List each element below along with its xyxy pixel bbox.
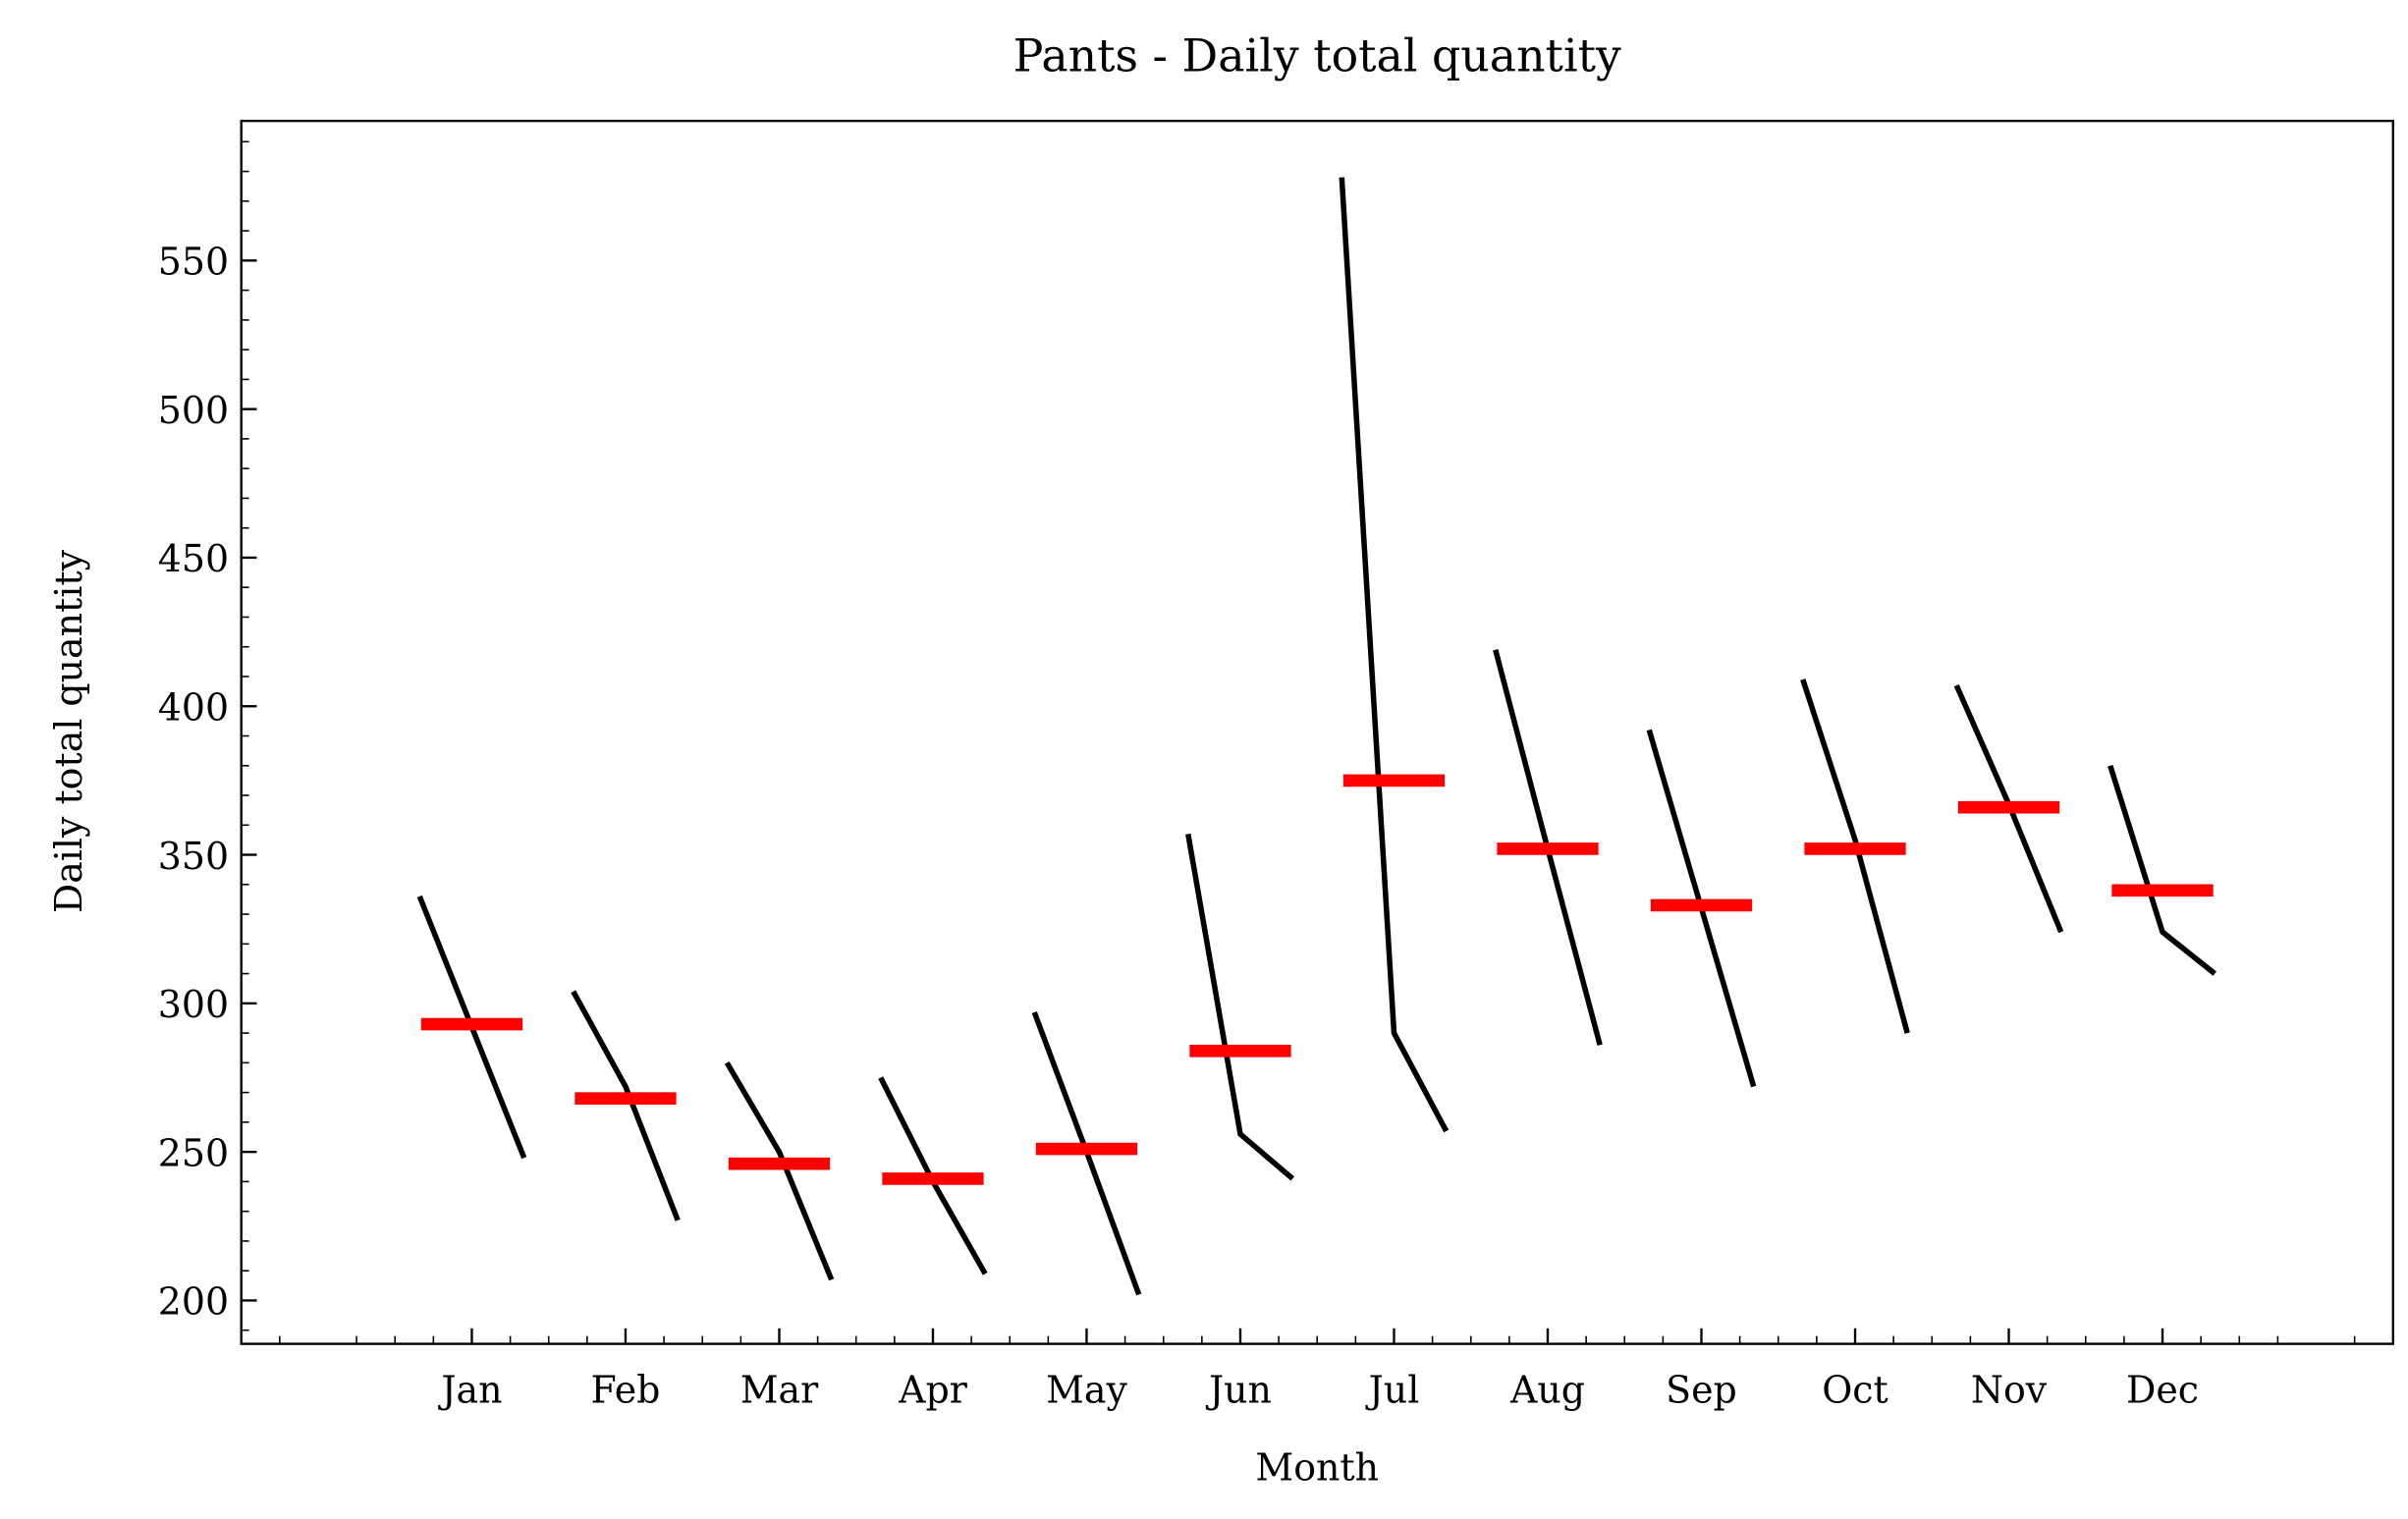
y-tick-label: 500	[158, 389, 229, 432]
subseries-line	[1339, 177, 1450, 1133]
x-tick-label: Apr	[898, 1369, 968, 1412]
x-axis-label: Month	[1255, 1446, 1379, 1490]
x-tick-label: Jun	[1205, 1369, 1272, 1412]
subseries-line	[2107, 764, 2216, 976]
x-tick-label: Mar	[740, 1369, 819, 1412]
x-tick-label: Nov	[1971, 1369, 2048, 1412]
chart-title: Pants - Daily total quantity	[1013, 30, 1621, 82]
y-tick-label: 250	[158, 1131, 229, 1174]
y-tick-label: 550	[158, 241, 229, 284]
subseries-line	[1185, 833, 1294, 1181]
y-axis-label: Daily total quantity	[47, 549, 90, 913]
y-tick-label: 300	[158, 983, 229, 1026]
subseries-line	[571, 990, 681, 1221]
y-tick-label: 200	[158, 1280, 229, 1324]
x-tick-label: Jul	[1365, 1369, 1420, 1412]
x-tick-label: Aug	[1509, 1369, 1585, 1412]
subseries-line	[1800, 678, 1910, 1034]
y-tick-label: 450	[158, 537, 229, 580]
x-tick-label: Oct	[1822, 1369, 1888, 1412]
y-tick-label: 350	[158, 835, 229, 878]
x-tick-label: Jan	[437, 1369, 502, 1412]
x-tick-label: May	[1046, 1369, 1127, 1412]
x-tick-label: Sep	[1666, 1369, 1737, 1412]
x-tick-label: Dec	[2126, 1369, 2199, 1412]
subseries-line	[724, 1060, 835, 1281]
plot-frame	[240, 119, 2394, 1345]
x-tick-label: Feb	[591, 1369, 661, 1412]
y-tick-label: 400	[158, 685, 229, 729]
